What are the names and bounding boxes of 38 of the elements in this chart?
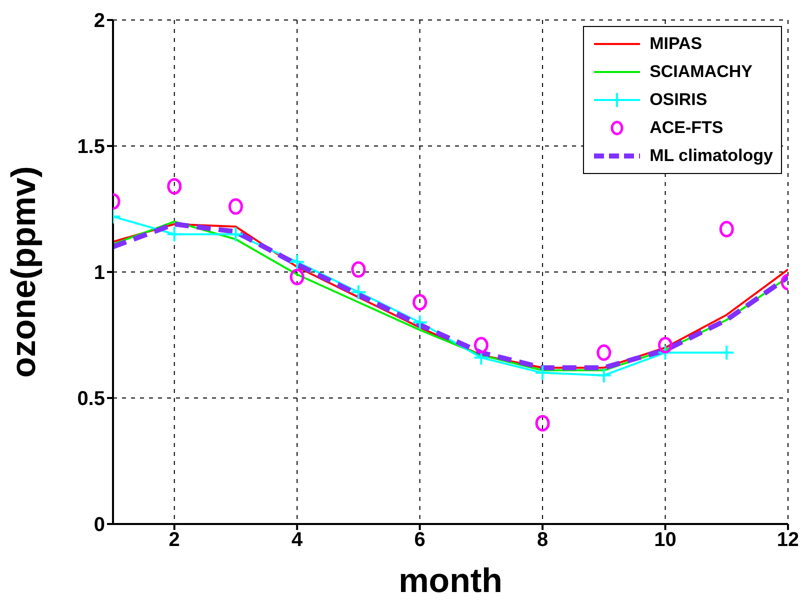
point (718, 344, 735, 361)
point (289, 254, 306, 270)
legend-label: SCIAMACHY (650, 62, 753, 82)
point (228, 198, 243, 215)
point (167, 178, 182, 195)
x-tick-label: 10 (654, 529, 676, 552)
point (473, 350, 490, 366)
x-axis-title: month (398, 562, 502, 600)
y-tick-label: 0 (94, 514, 105, 536)
point (596, 344, 612, 361)
legend-label: ACE-FTS (650, 118, 724, 138)
x-tick-label: 2 (168, 529, 180, 552)
y-tick-label: 1.5 (77, 136, 105, 158)
point (534, 364, 551, 381)
point (412, 314, 428, 330)
point (657, 344, 674, 361)
point (719, 220, 734, 238)
x-tick-label: 12 (776, 529, 800, 552)
point (350, 284, 366, 300)
x-tick-label: 6 (414, 529, 426, 552)
legend-label: MIPAS (650, 34, 702, 54)
point (596, 367, 612, 384)
legend-label: ML climatology (650, 146, 773, 166)
point (166, 226, 182, 242)
point (412, 294, 428, 310)
x-tick-label: 8 (536, 529, 548, 552)
point (535, 414, 550, 432)
point (658, 336, 673, 354)
y-tick-label: 0.5 (77, 388, 105, 410)
point (351, 261, 366, 278)
point (228, 226, 244, 242)
y-tick-label: 2 (94, 10, 105, 32)
legend-label: OSIRIS (650, 90, 708, 110)
x-tick-label: 4 (292, 529, 304, 552)
point (290, 268, 304, 286)
point (474, 336, 488, 354)
y-axis-title: ozone(ppmv) (5, 166, 44, 378)
y-tick-label: 1 (94, 262, 105, 284)
